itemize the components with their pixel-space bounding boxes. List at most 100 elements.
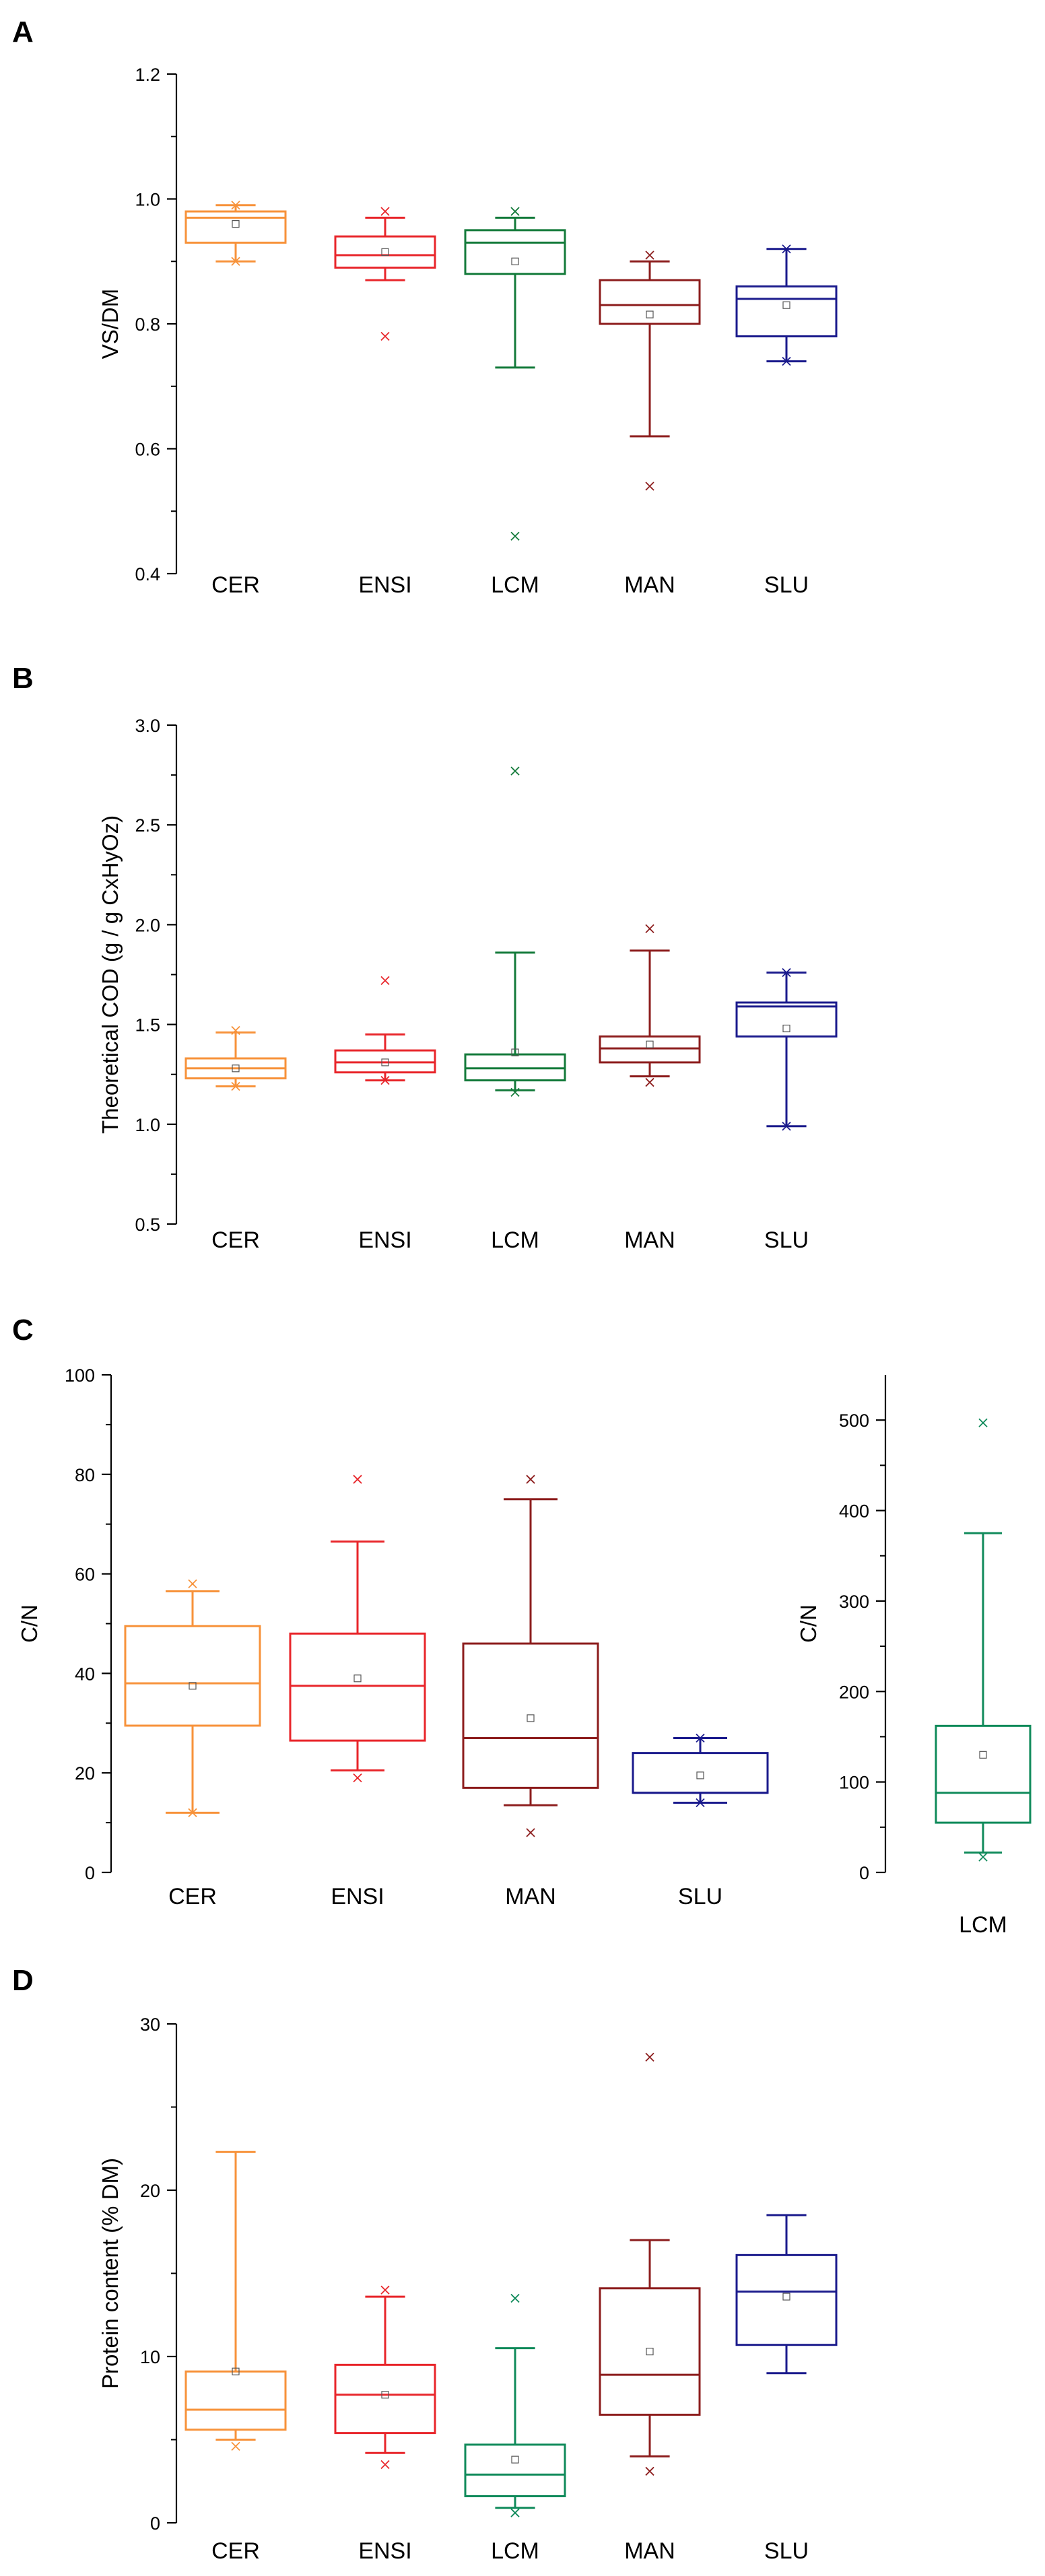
y-tick-label: 0: [85, 1863, 95, 1883]
category-label: LCM: [491, 1227, 539, 1253]
box-slu: [632, 1733, 769, 1808]
mean-marker: [511, 1048, 519, 1056]
category-label: SLU: [764, 572, 809, 598]
category-label: LCM: [491, 572, 539, 598]
box-man: [599, 924, 701, 1087]
y-tick-label: 100: [65, 1365, 95, 1386]
outlier-stroke: [978, 1418, 988, 1427]
y-tick-label: 30: [140, 2014, 160, 2035]
box-ensi: [334, 2285, 436, 2470]
outlier-stroke: [380, 1075, 390, 1085]
iqr-box: [289, 1632, 426, 1742]
outlier-stroke: [231, 2441, 240, 2451]
category-label: SLU: [678, 1884, 722, 1909]
box-slu: [735, 244, 838, 366]
iqr-box: [735, 285, 838, 338]
outlier-stroke: [510, 531, 520, 541]
mean-marker: [782, 1024, 790, 1033]
y-tick-label: 0: [150, 2513, 160, 2534]
box-cer: [124, 1579, 261, 1817]
outlier-stroke: [510, 2508, 520, 2517]
outlier-stroke: [645, 2052, 654, 2062]
outlier-stroke: [645, 924, 654, 933]
box-lcm: [464, 766, 566, 1097]
outlier-stroke: [526, 1828, 535, 1837]
panel-d: D 0 10 20 30 Protein content (% DM) CER ENSI LC…: [12, 1964, 838, 2564]
y-tick-label: 300: [839, 1592, 869, 1612]
outlier-stroke: [978, 1852, 988, 1862]
outlier-marker: [353, 1475, 362, 1484]
y-axis-label: Protein content (% DM): [98, 2158, 123, 2389]
y-axis-label: C/N: [17, 1604, 42, 1643]
outlier-stroke: [380, 331, 390, 341]
y-tick-label: 20: [75, 1763, 95, 1784]
outlier-marker: [380, 2285, 390, 2295]
box-lcm: [935, 1418, 1032, 1862]
outlier-stroke: [696, 1733, 705, 1743]
box-cer: [184, 2150, 287, 2451]
mean-marker: [646, 2347, 654, 2356]
mean-marker: [527, 1714, 535, 1722]
y-tick-label: 2.0: [135, 915, 160, 935]
outlier-marker: [510, 2293, 520, 2303]
outlier-marker: [231, 1025, 240, 1036]
outlier-marker: [380, 207, 390, 216]
y-tick-label: 60: [75, 1565, 95, 1585]
box-cer: [184, 1025, 287, 1091]
outlier-stroke: [188, 1579, 197, 1589]
y-tick-label: 20: [140, 2181, 160, 2201]
outlier-stroke: [231, 1025, 240, 1036]
y-tick-label: 80: [75, 1465, 95, 1485]
y-tick-label: 1.0: [135, 1115, 160, 1135]
mean-marker: [979, 1751, 987, 1759]
outlier-stroke: [231, 257, 240, 266]
outlier-marker: [782, 244, 791, 254]
iqr-box: [184, 2370, 287, 2431]
mean-marker: [646, 310, 654, 318]
box-ensi: [334, 976, 436, 1085]
panel-letter-c: C: [12, 1314, 34, 1347]
mean-marker: [232, 220, 240, 228]
mean-marker: [511, 257, 519, 265]
panel-letter-a: A: [12, 15, 34, 48]
panel-letter-d: D: [12, 1964, 34, 1997]
y-tick-label: 10: [140, 2347, 160, 2367]
outlier-stroke: [353, 1475, 362, 1484]
outlier-stroke: [231, 1081, 240, 1091]
panel-c-lcm: 0 100 200 300 400 500 C/N LCM: [796, 1375, 1032, 1938]
outlier-stroke: [645, 481, 654, 491]
outlier-marker: [510, 207, 520, 216]
outlier-stroke: [782, 1122, 791, 1131]
y-tick-label: 0: [859, 1863, 869, 1883]
y-tick-label: 0.4: [135, 564, 160, 584]
outlier-marker: [353, 1773, 362, 1783]
box-ensi: [334, 207, 436, 341]
iqr-box: [334, 2363, 436, 2435]
outlier-stroke: [645, 1077, 654, 1087]
panel-a: A 0.4 0.6 0.8 1.0 1.2 VS/DM CER ENSI LCM MAN SLU: [12, 15, 838, 598]
outlier-marker: [510, 1087, 520, 1097]
outlier-marker: [696, 1733, 705, 1743]
y-tick-label: 1.0: [135, 190, 160, 210]
category-label: LCM: [491, 2538, 539, 2564]
outlier-stroke: [188, 1808, 197, 1817]
mean-marker: [381, 248, 389, 256]
y-tick-label: 3.0: [135, 716, 160, 736]
outlier-stroke: [510, 1087, 520, 1097]
y-tick-label: 1.5: [135, 1015, 160, 1036]
outlier-stroke: [645, 2466, 654, 2476]
outlier-marker: [188, 1808, 197, 1817]
outlier-stroke: [353, 1773, 362, 1783]
category-label: CER: [211, 2538, 260, 2564]
box-man: [599, 250, 701, 491]
outlier-marker: [231, 1081, 240, 1091]
mean-marker: [782, 2293, 790, 2301]
mean-marker: [696, 1771, 704, 1780]
outlier-marker: [510, 2508, 520, 2517]
category-label: ENSI: [331, 1884, 384, 1909]
box-man: [462, 1475, 599, 1837]
mean-marker: [232, 2367, 240, 2375]
box-man: [599, 2052, 701, 2476]
outlier-marker: [645, 481, 654, 491]
